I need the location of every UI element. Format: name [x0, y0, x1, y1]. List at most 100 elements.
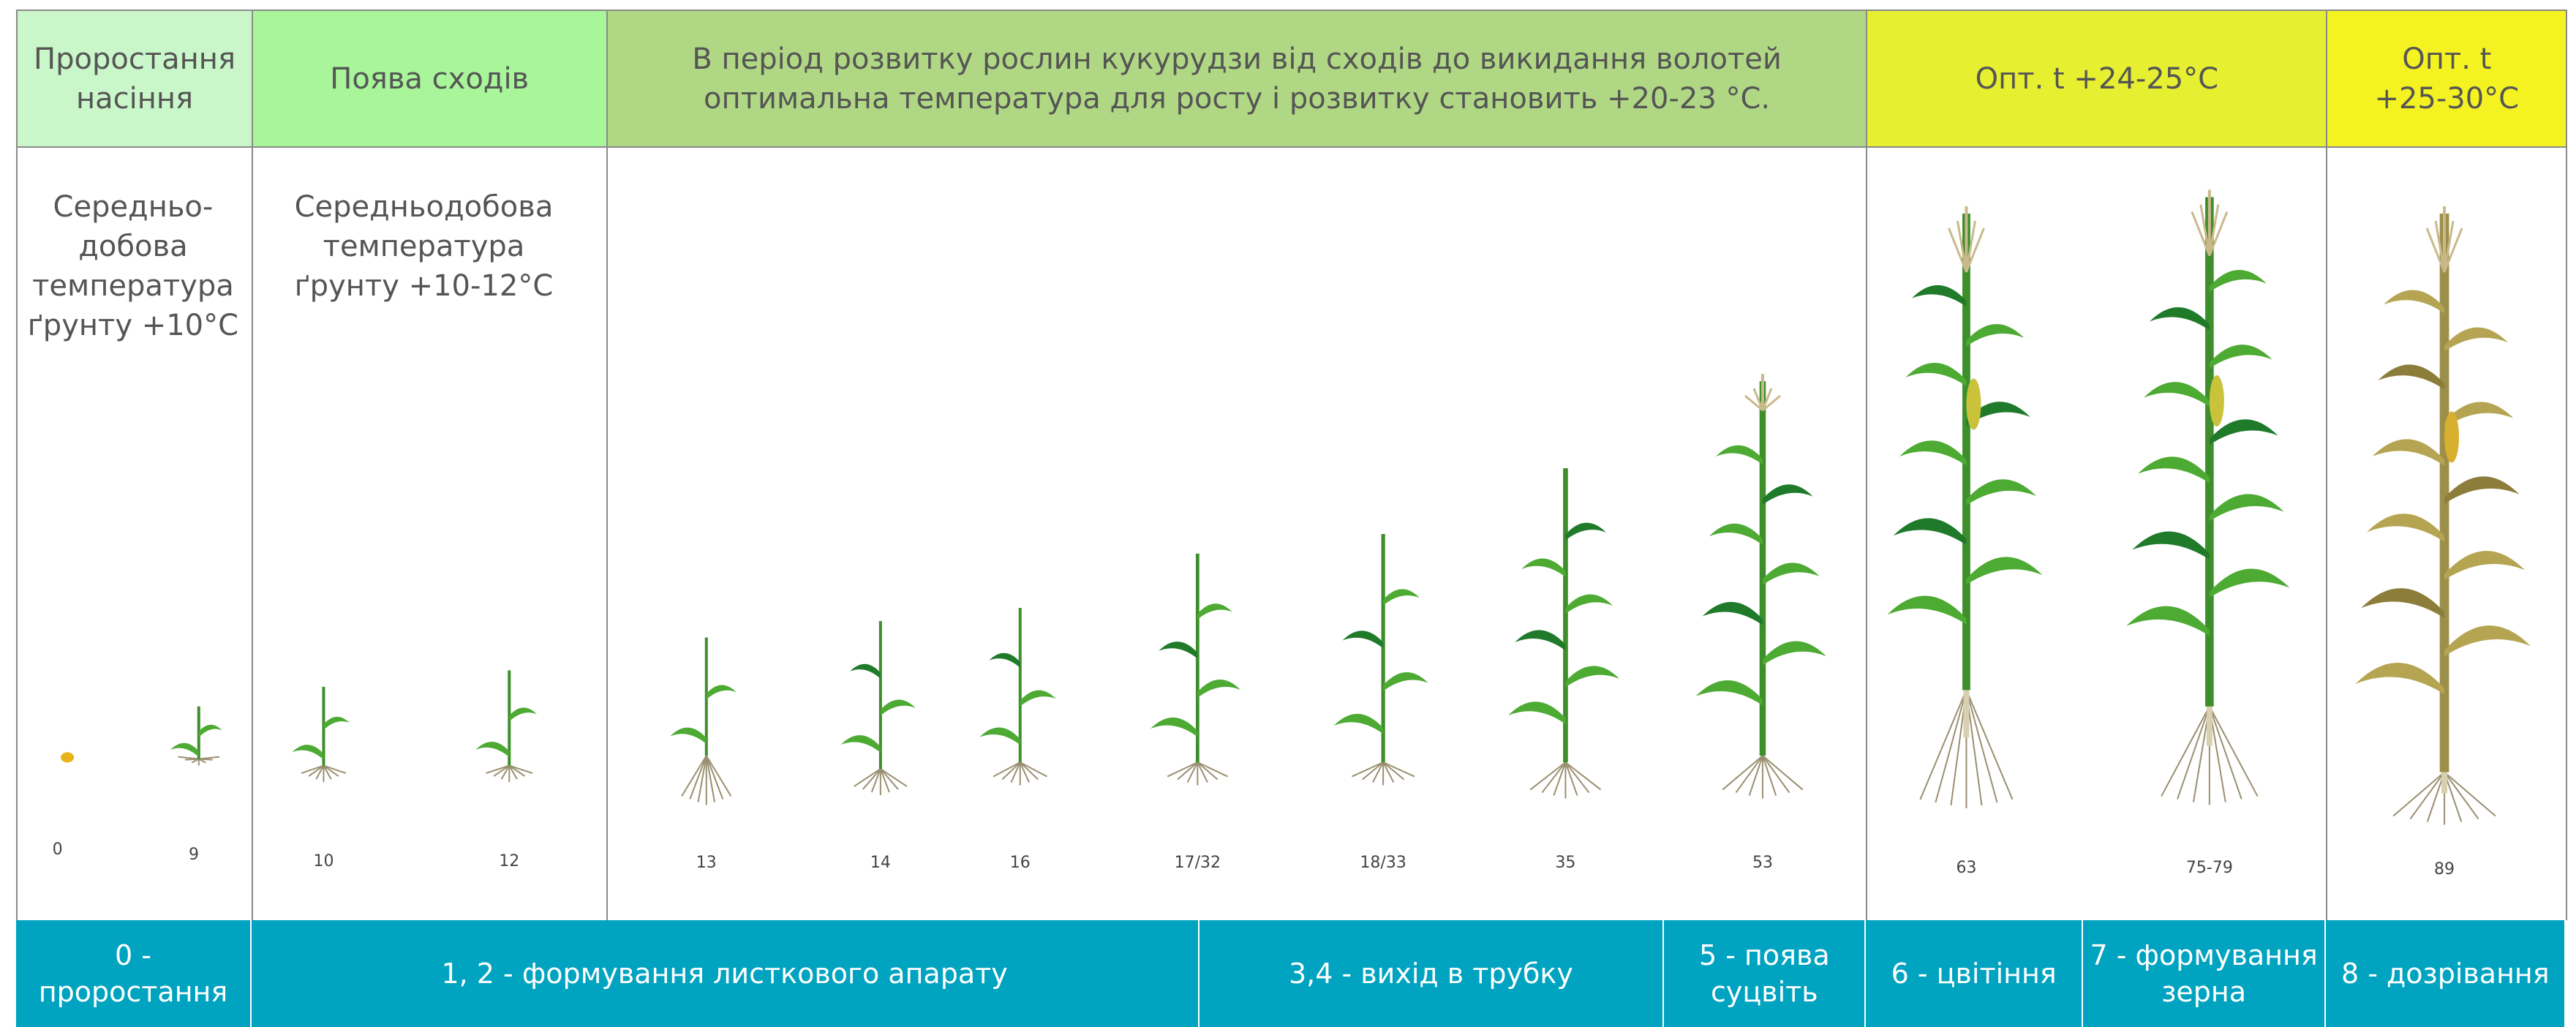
leaf: [1383, 672, 1428, 691]
leaf: [1966, 479, 2037, 505]
root: [1541, 761, 1567, 794]
text-line: Опт. t +24-25°С: [1975, 61, 2219, 96]
plant: [979, 608, 1056, 786]
leaf: [979, 727, 1020, 745]
stage-code: 16: [1009, 854, 1031, 873]
root: [880, 768, 908, 787]
root: [705, 755, 715, 802]
leaf: [1905, 363, 1967, 386]
leaf: [1695, 680, 1763, 706]
text-line: 7 - формування: [2090, 938, 2318, 971]
leaf: [1197, 603, 1232, 620]
column-divider: [16, 148, 18, 920]
leaf: [1515, 630, 1566, 651]
root: [689, 755, 707, 800]
leaf: [1762, 641, 1826, 666]
root: [1935, 690, 1967, 803]
header-cell: Опт. t +25-30°С: [2326, 10, 2568, 148]
header-cell: Проростання насіння: [16, 10, 253, 148]
text-line: оптимальна температура для росту і розви…: [704, 81, 1771, 116]
root: [500, 765, 511, 780]
root: [493, 764, 510, 777]
root: [1010, 761, 1021, 783]
tassel: [1965, 227, 1985, 273]
root: [1362, 761, 1384, 780]
text-line: ґрунту +10-12°С: [294, 269, 554, 304]
text-line: суцвіть: [1710, 975, 1818, 1008]
leaf: [989, 652, 1020, 668]
root: [681, 755, 707, 797]
leaf: [2366, 514, 2445, 542]
text-line: температура: [323, 230, 525, 264]
tassel: [2443, 227, 2463, 273]
leaf: [1159, 642, 1198, 659]
root: [323, 764, 347, 775]
cob: [1966, 378, 1981, 430]
tassel: [2208, 211, 2229, 257]
root: [508, 764, 533, 775]
leaf: [1565, 666, 1620, 688]
plant: [61, 752, 75, 763]
root: [1167, 761, 1198, 778]
root: [2392, 771, 2445, 817]
text-line: 3,4 - вихід в трубку: [1288, 957, 1573, 990]
leaf: [2444, 551, 2526, 580]
plant: [670, 637, 737, 805]
leaf: [2209, 494, 2284, 522]
leaf: [2209, 345, 2272, 369]
phase-segment: 5 - поява суцвіть: [1664, 919, 1867, 1027]
root: [1722, 755, 1763, 791]
root: [1564, 761, 1590, 794]
root: [1965, 689, 2014, 800]
stage-code: 13: [696, 854, 717, 873]
text-line: зерна: [2161, 975, 2247, 1008]
leaf: [880, 699, 916, 716]
text-line: 5 - поява: [1698, 938, 1830, 971]
leaf: [1709, 523, 1763, 545]
header-cell: Поява сходів: [251, 10, 608, 148]
leaf: [292, 745, 324, 760]
tassel: [1744, 394, 1763, 412]
root: [1382, 761, 1415, 778]
temperature-note: Середньо-добова температура ґрунту +10°С: [28, 187, 238, 345]
root: [1762, 755, 1804, 791]
root: [2409, 772, 2445, 820]
root: [2208, 706, 2259, 797]
leaf: [1702, 601, 1763, 625]
leaf: [1521, 558, 1566, 577]
root: [2444, 772, 2479, 820]
stage-code: 18/33: [1360, 854, 1406, 873]
plant: [475, 670, 537, 783]
text-line: добова: [78, 230, 188, 264]
plant: [2355, 206, 2531, 825]
text-line: Проростання: [34, 42, 236, 76]
stage-code: 10: [313, 851, 334, 870]
root: [1197, 761, 1219, 780]
plant: [1508, 468, 1620, 799]
stage-code: 63: [1956, 858, 1977, 877]
leaf: [2150, 307, 2210, 331]
text-line: 0 - проростання: [38, 938, 228, 1008]
tassel: [2191, 211, 2211, 257]
stage-code: 9: [189, 845, 200, 864]
root: [191, 758, 200, 764]
leaf: [2444, 402, 2514, 428]
leaf: [2138, 456, 2210, 484]
root: [1564, 761, 1602, 791]
root: [2208, 706, 2242, 800]
leaf: [1565, 594, 1613, 614]
cob: [2209, 375, 2224, 427]
stage-code: 14: [870, 854, 891, 873]
leaf: [1383, 589, 1420, 606]
root: [862, 768, 881, 790]
cob: [2444, 411, 2460, 463]
leaf: [1197, 679, 1240, 698]
root: [1197, 761, 1228, 778]
root: [1186, 761, 1199, 783]
text-line: В період розвитку рослин кукурудзи від с…: [692, 42, 1782, 76]
root: [1020, 761, 1039, 780]
root: [1019, 761, 1030, 783]
leaf: [170, 742, 199, 757]
